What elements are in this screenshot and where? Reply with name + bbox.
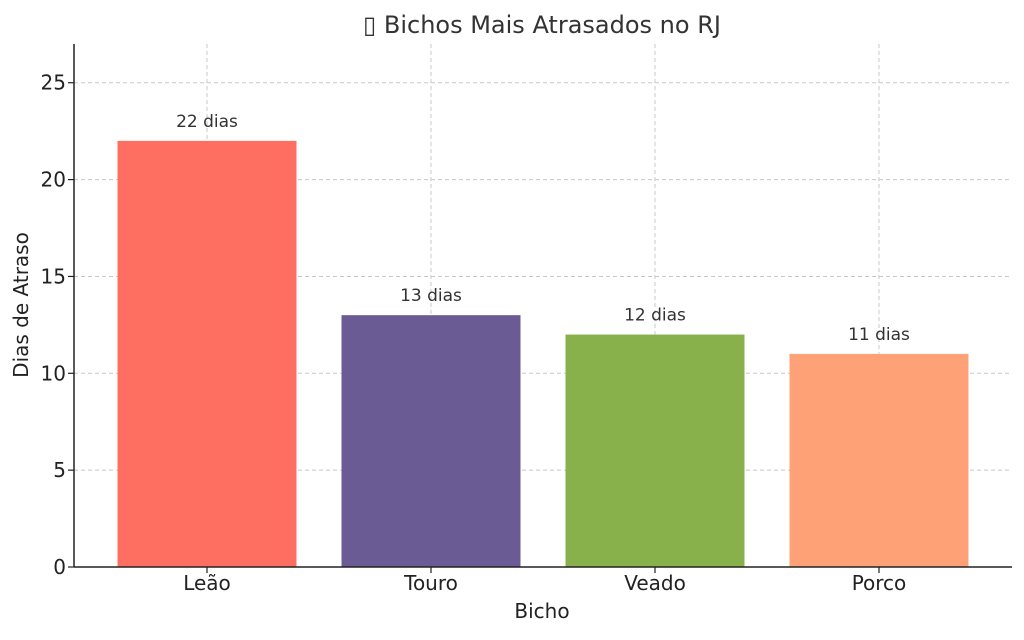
x-tick-label: Touro <box>403 571 458 595</box>
x-tick-label: Veado <box>624 571 686 595</box>
bar-value-label: 12 dias <box>624 306 686 326</box>
bar-value-label: 13 dias <box>400 286 462 306</box>
y-tick-label: 5 <box>53 458 66 482</box>
x-axis-label: Bicho <box>514 599 569 623</box>
bar-value-label: 11 dias <box>848 325 910 345</box>
bar-touro <box>341 315 521 567</box>
y-tick-label: 0 <box>53 555 66 579</box>
y-tick-label: 15 <box>41 264 66 288</box>
y-tick-label: 20 <box>41 168 66 192</box>
bar-veado <box>565 334 745 567</box>
bar-porco <box>789 353 969 567</box>
bar-leao <box>117 140 297 567</box>
tick-labels: 0 5 10 15 20 25 Leão Touro Veado Porco <box>41 71 907 595</box>
x-tick-label: Leão <box>183 571 231 595</box>
y-axis-label: Dias de Atraso <box>9 232 33 378</box>
x-tick-label: Porco <box>852 571 907 595</box>
axes <box>73 44 1012 568</box>
y-tick-label: 25 <box>41 71 66 95</box>
data-labels: 22 dias 13 dias 12 dias 11 dias <box>176 112 910 345</box>
chart-title: ▯ Bichos Mais Atrasados no RJ <box>363 11 721 39</box>
bars <box>117 140 969 567</box>
bar-value-label: 22 dias <box>176 112 238 132</box>
y-tick-label: 10 <box>41 361 66 385</box>
